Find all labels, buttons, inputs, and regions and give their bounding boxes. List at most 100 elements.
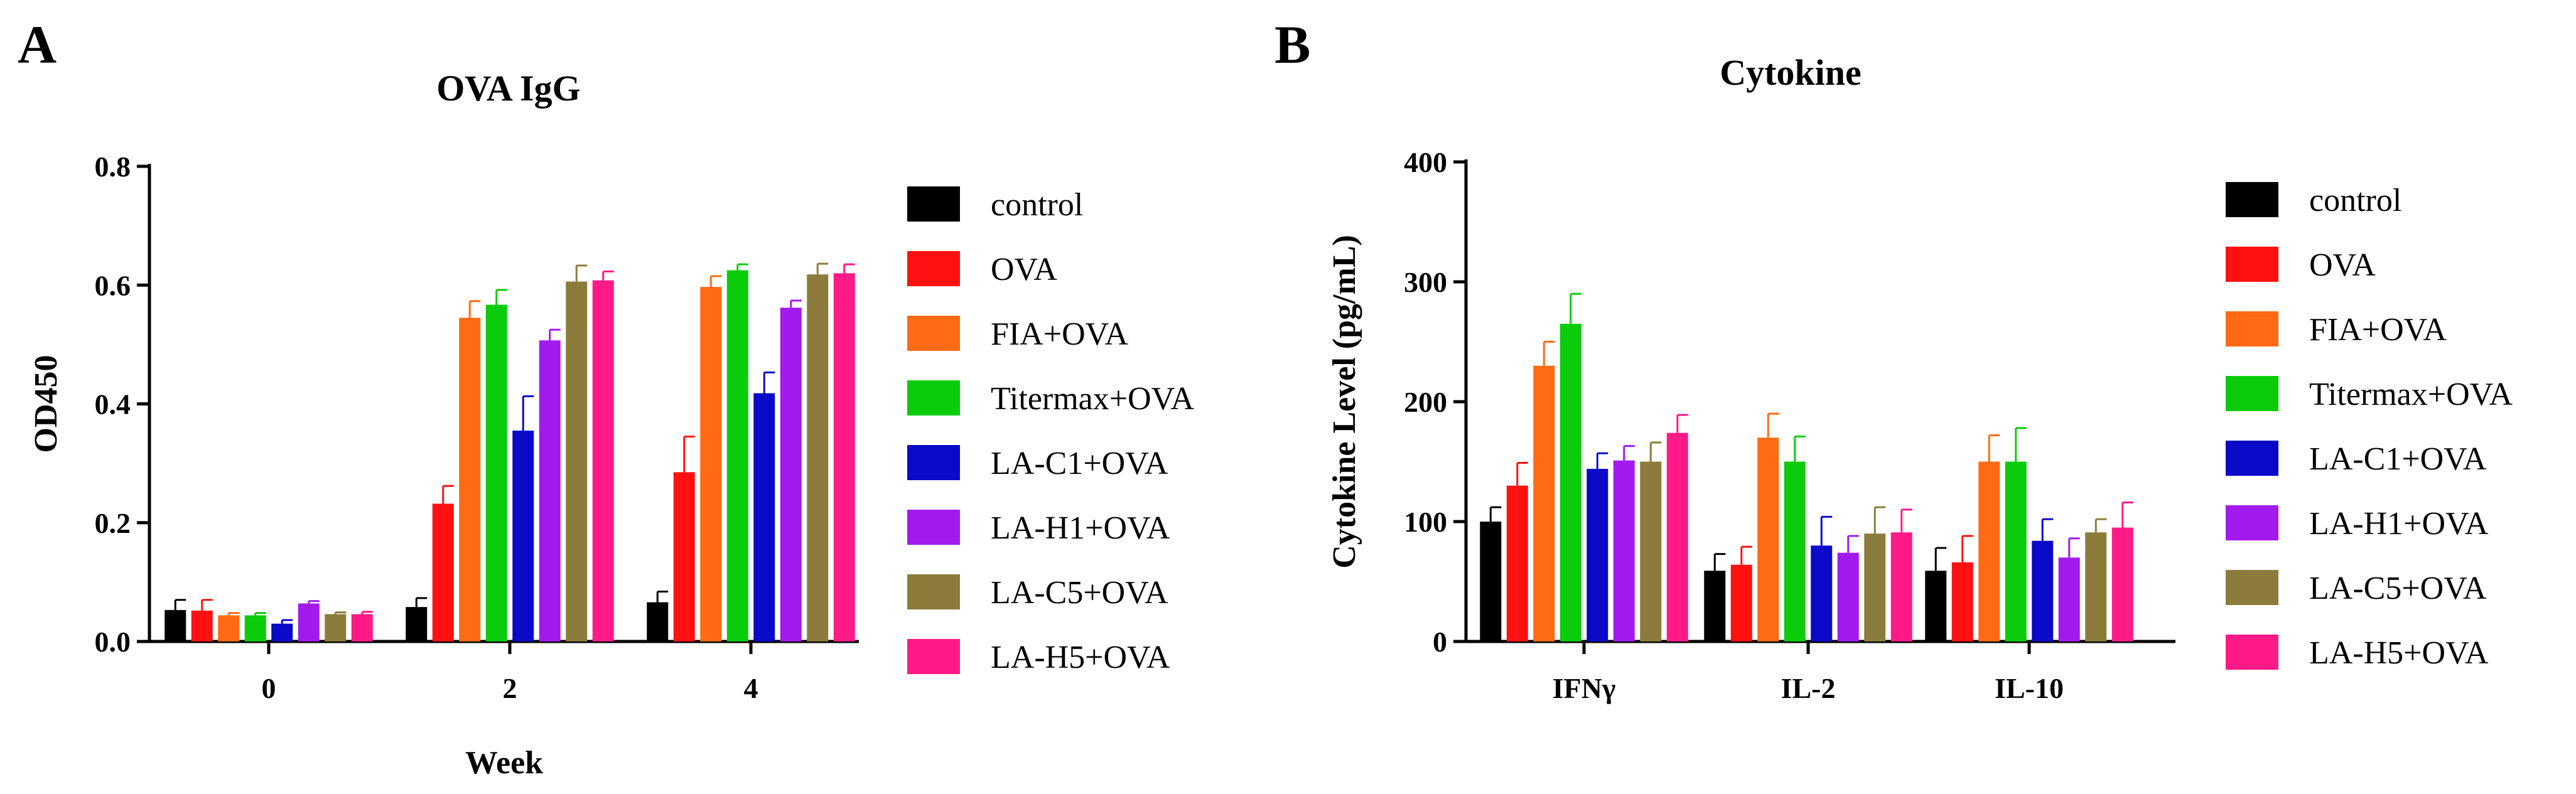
bar xyxy=(726,270,748,641)
panel-a-letter: A xyxy=(18,14,57,75)
legend-label: LA-H1+OVA xyxy=(2309,506,2489,542)
bar xyxy=(218,615,240,641)
legend-label: LA-C1+OVA xyxy=(2309,441,2487,477)
legend-label: LA-C5+OVA xyxy=(991,575,1168,611)
x-tick-label: 4 xyxy=(744,672,758,704)
bar xyxy=(2058,557,2080,641)
legend-swatch xyxy=(2226,570,2278,605)
bar xyxy=(592,280,614,641)
legend-swatch xyxy=(907,380,960,416)
bar xyxy=(1757,437,1779,641)
legend-label: Titermax+OVA xyxy=(2309,377,2513,412)
bar xyxy=(833,273,855,641)
legend-swatch xyxy=(2226,247,2278,282)
bar xyxy=(1890,532,1912,641)
legend-swatch xyxy=(907,186,960,222)
legend-label: OVA xyxy=(991,252,1057,287)
y-tick-label: 0 xyxy=(1433,626,1447,658)
y-tick-label: 100 xyxy=(1404,506,1447,538)
x-tick-label: IL-10 xyxy=(1995,672,2064,704)
legend-swatch xyxy=(907,574,960,609)
bar xyxy=(1533,365,1555,641)
bar xyxy=(1613,460,1635,641)
y-tick-label: 400 xyxy=(1404,146,1447,178)
bar xyxy=(1704,571,1726,641)
legend-swatch xyxy=(2226,635,2278,670)
legend-label: Titermax+OVA xyxy=(991,381,1194,417)
bar xyxy=(539,340,561,641)
legend-swatch xyxy=(2226,505,2278,540)
bar xyxy=(191,610,213,641)
legend-swatch xyxy=(907,510,960,545)
x-tick-label: 0 xyxy=(262,672,276,704)
chart-title: Cytokine xyxy=(1720,52,1862,93)
chart-cytokine: Cytokine Cytokine Level (pg/mL) 0 100 200 300… xyxy=(1327,52,2513,704)
legend-label: LA-H5+OVA xyxy=(991,640,1170,675)
legend-label: LA-C5+OVA xyxy=(2309,571,2487,606)
bar xyxy=(1925,571,1947,641)
bar xyxy=(1560,323,1582,641)
bar xyxy=(1587,468,1609,641)
bar xyxy=(2085,532,2107,641)
bar xyxy=(1811,545,1833,641)
x-tick-label: 2 xyxy=(503,672,517,704)
bar xyxy=(2005,461,2027,641)
legend-swatch xyxy=(2226,441,2278,476)
legend-label: LA-H1+OVA xyxy=(991,510,1170,546)
legend-label: FIA+OVA xyxy=(2309,312,2447,348)
legend-swatch xyxy=(2226,182,2278,217)
legend-label: OVA xyxy=(2309,247,2376,283)
bar xyxy=(406,607,428,641)
bar xyxy=(1640,461,1662,641)
legend-swatch xyxy=(907,251,960,286)
y-tick-label: 0.2 xyxy=(95,507,131,539)
legend-swatch xyxy=(2226,311,2278,346)
legend-swatch xyxy=(2226,376,2278,411)
legend-label: control xyxy=(2309,183,2401,218)
bar xyxy=(244,615,266,641)
bar xyxy=(1837,552,1859,641)
chart-ova-igg: OVA IgG OD450 Week 0.0 0.2 0.4 0.6 0.8 0 2 4 contro… xyxy=(28,68,1194,781)
legend-label: control xyxy=(991,187,1083,223)
bar xyxy=(2032,540,2054,641)
bar xyxy=(2111,527,2133,641)
y-tick-label: 0.0 xyxy=(95,626,131,658)
legend-swatch xyxy=(907,445,960,480)
bar xyxy=(1730,564,1752,641)
panel-b-letter: B xyxy=(1275,14,1310,75)
bar xyxy=(753,393,775,641)
bar xyxy=(432,503,454,641)
bar xyxy=(1784,461,1806,641)
legend-label: FIA+OVA xyxy=(991,316,1129,352)
y-tick-label: 0.6 xyxy=(95,269,131,301)
bar xyxy=(807,274,829,641)
bar xyxy=(351,614,373,641)
x-tick-label: IL-2 xyxy=(1781,672,1836,704)
bar xyxy=(1480,522,1502,641)
y-tick-label: 0.8 xyxy=(95,151,131,183)
bar xyxy=(647,602,669,641)
y-tick-label: 200 xyxy=(1404,386,1447,418)
y-tick-label: 300 xyxy=(1404,266,1447,298)
bar xyxy=(673,472,695,641)
bar xyxy=(298,603,320,641)
bar xyxy=(271,623,293,641)
y-axis-label: Cytokine Level (pg/mL) xyxy=(1327,235,1362,569)
bar xyxy=(566,281,588,641)
chart-title: OVA IgG xyxy=(436,68,580,109)
legend-label: LA-H5+OVA xyxy=(2309,635,2489,671)
bar xyxy=(459,318,481,641)
bar xyxy=(325,614,347,641)
bar xyxy=(1951,562,1973,641)
bar xyxy=(1506,485,1528,641)
y-axis-label: OD450 xyxy=(28,355,64,453)
x-axis-label: Week xyxy=(465,745,543,781)
bar xyxy=(1864,534,1886,641)
bar xyxy=(780,308,802,641)
x-tick-label: IFNγ xyxy=(1553,672,1616,704)
legend-swatch xyxy=(907,316,960,351)
y-tick-label: 0.4 xyxy=(95,389,131,421)
legend-label: LA-C1+OVA xyxy=(991,446,1168,481)
bar xyxy=(512,431,534,641)
